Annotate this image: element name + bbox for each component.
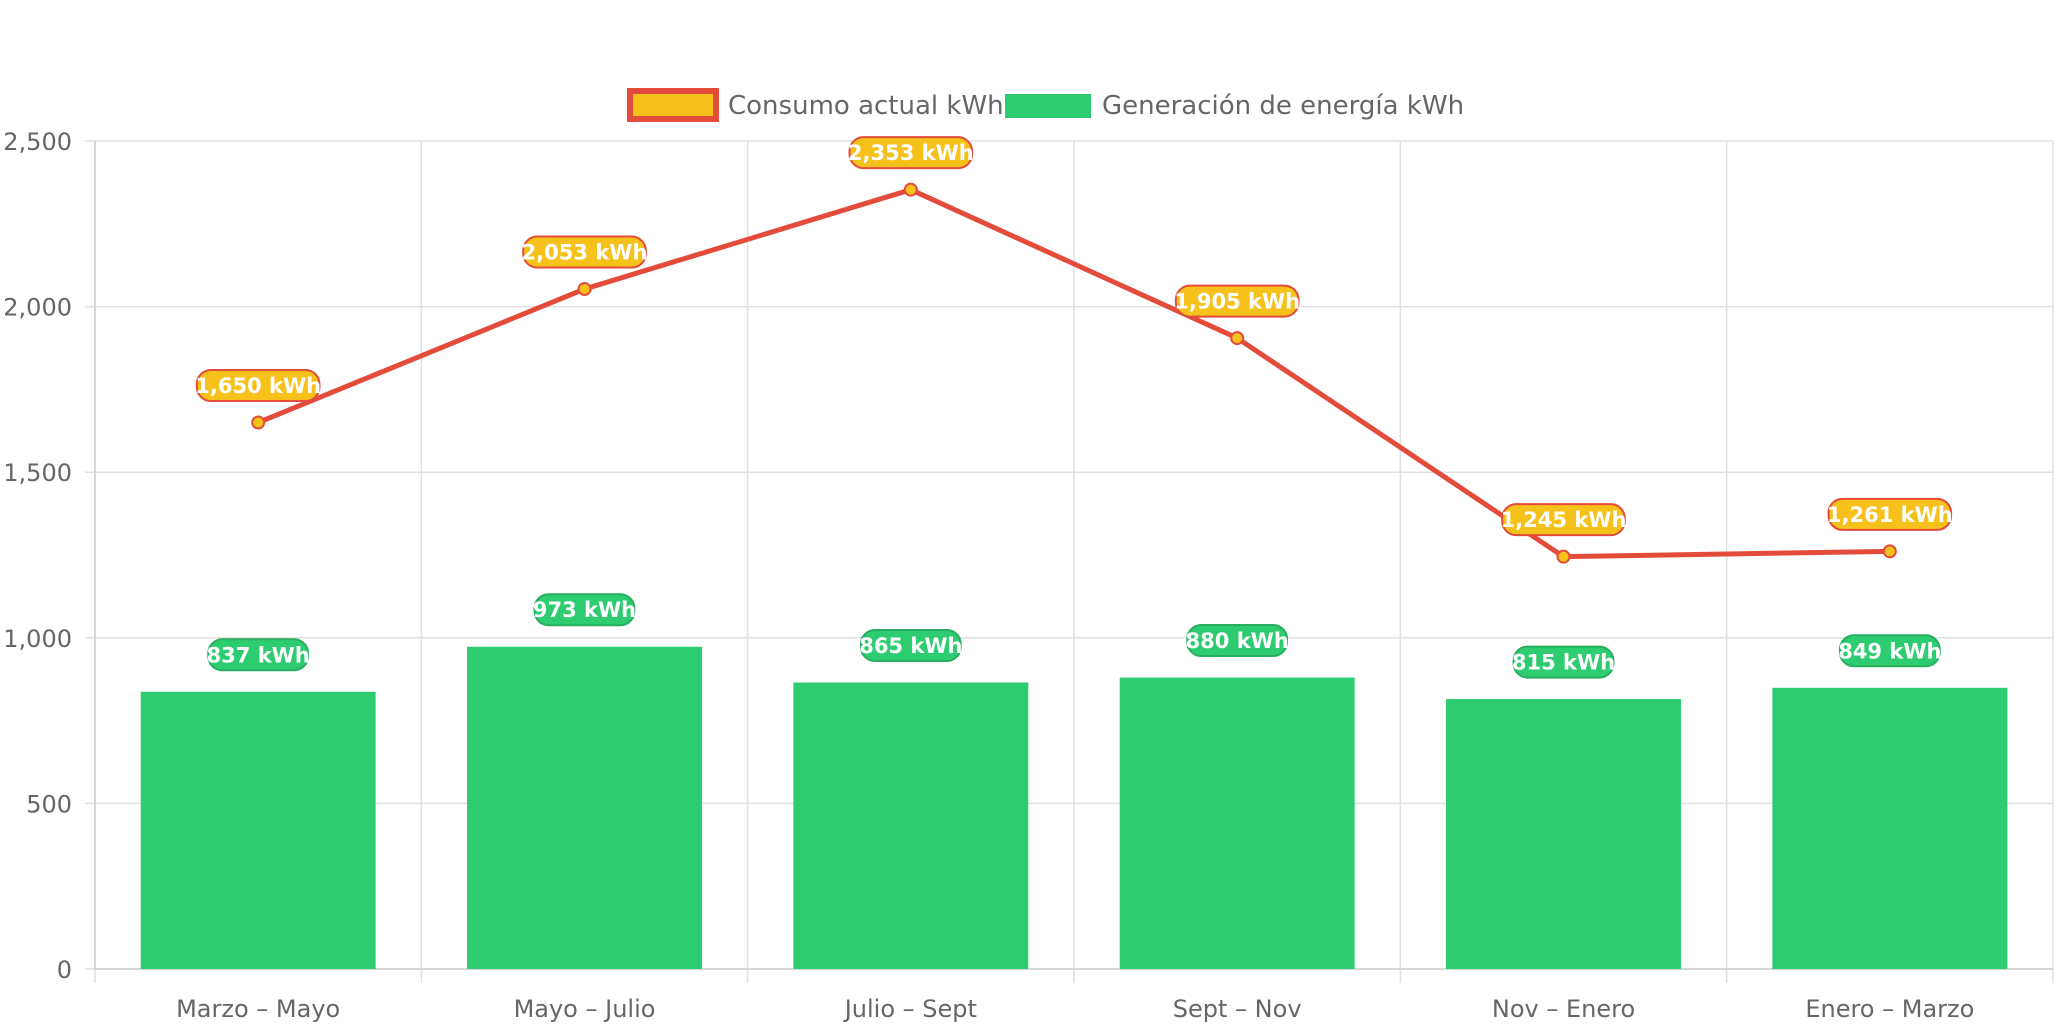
bar-series	[140, 646, 2008, 969]
data-label-background	[522, 235, 647, 269]
bar	[793, 682, 1029, 969]
legend-swatch-consumo	[627, 88, 719, 122]
legend-item-generacion[interactable]: Generación de energía kWh	[1005, 91, 1464, 121]
x-tick-label: Marzo – Mayo	[176, 995, 340, 1023]
y-tick-label: 2,000	[3, 294, 72, 322]
data-label: 1,650 kWh	[195, 374, 321, 398]
data-label-background	[848, 136, 974, 170]
x-tick-label: Julio – Sept	[843, 995, 977, 1023]
line-path	[255, 187, 1893, 560]
line-point	[577, 282, 592, 297]
y-tick-label: 1,500	[3, 459, 72, 487]
data-label-group: 973 kWh	[533, 593, 636, 627]
y-tick-label: 1,000	[3, 625, 72, 653]
x-tick-label: Sept – Nov	[1173, 995, 1302, 1023]
legend: Consumo actual kWh Generación de energía…	[627, 88, 1464, 122]
data-label: 1,261 kWh	[1827, 503, 1953, 527]
x-tick-label: Mayo – Julio	[514, 995, 656, 1023]
data-label-background	[207, 638, 310, 672]
data-label: 849 kWh	[1838, 639, 1941, 663]
line-point	[903, 182, 918, 197]
data-label-group: 865 kWh	[859, 629, 962, 663]
x-tick-label: Nov – Enero	[1492, 995, 1635, 1023]
bar	[467, 646, 702, 969]
data-label-group: 837 kWh	[207, 638, 310, 672]
data-labels: 837 kWh 973 kWh 865 kWh 880 kWh 815 kWh 849 k…	[195, 136, 1953, 679]
data-label-group: 1,905 kWh	[1174, 284, 1300, 318]
line-point	[1230, 331, 1245, 346]
data-label: 973 kWh	[533, 598, 636, 622]
data-label-background	[1501, 503, 1626, 537]
data-label-group: 1,245 kWh	[1501, 503, 1627, 537]
data-label-background	[1838, 634, 1941, 668]
data-label-background	[1174, 284, 1300, 318]
data-label: 2,053 kWh	[522, 241, 648, 265]
bar	[1772, 687, 2008, 969]
data-label-group: 1,650 kWh	[195, 369, 321, 403]
data-label: 837 kWh	[207, 643, 310, 667]
bar	[1119, 677, 1355, 969]
data-label-background	[533, 593, 636, 627]
data-label: 815 kWh	[1512, 651, 1615, 675]
legend-item-consumo[interactable]: Consumo actual kWh	[627, 88, 1004, 122]
y-axis: 0 500 1,000 1,500 2,000 2,500	[3, 128, 96, 984]
y-tick-label: 500	[26, 790, 72, 818]
data-label-background	[1186, 624, 1289, 658]
data-label-group: 1,261 kWh	[1827, 497, 1953, 531]
data-label: 880 kWh	[1186, 629, 1289, 653]
data-label: 865 kWh	[859, 634, 962, 658]
y-tick-label: 2,500	[3, 128, 72, 156]
data-label-group: 815 kWh	[1512, 645, 1615, 679]
legend-swatch-generacion	[1005, 94, 1091, 118]
data-label-background	[1827, 497, 1953, 531]
line-series	[251, 182, 1897, 564]
data-label-background	[1512, 645, 1615, 679]
data-label-background	[195, 369, 321, 403]
data-label-group: 2,353 kWh	[848, 136, 974, 170]
line-point	[1556, 549, 1571, 564]
bar	[1446, 699, 1681, 969]
y-tick-label: 0	[57, 956, 72, 984]
x-tick-label: Enero – Marzo	[1805, 995, 1974, 1023]
legend-label-consumo: Consumo actual kWh	[728, 91, 1004, 121]
line-point	[1882, 544, 1897, 559]
data-label-group: 2,053 kWh	[522, 235, 648, 269]
line-point	[251, 415, 266, 430]
legend-label-generacion: Generación de energía kWh	[1102, 91, 1464, 121]
data-label: 1,905 kWh	[1174, 290, 1300, 314]
data-label-background	[859, 629, 962, 663]
grid	[85, 140, 2054, 983]
data-label: 2,353 kWh	[848, 141, 974, 165]
bar	[140, 691, 376, 969]
data-label: 1,245 kWh	[1501, 508, 1627, 532]
x-axis: Marzo – Mayo Mayo – Julio Julio – Sept Sept…	[95, 968, 2053, 1023]
data-label-group: 880 kWh	[1186, 624, 1289, 658]
data-label-group: 849 kWh	[1838, 634, 1941, 668]
